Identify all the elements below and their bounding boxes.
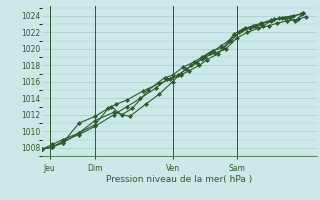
X-axis label: Pression niveau de la mer( hPa ): Pression niveau de la mer( hPa ) xyxy=(106,175,252,184)
